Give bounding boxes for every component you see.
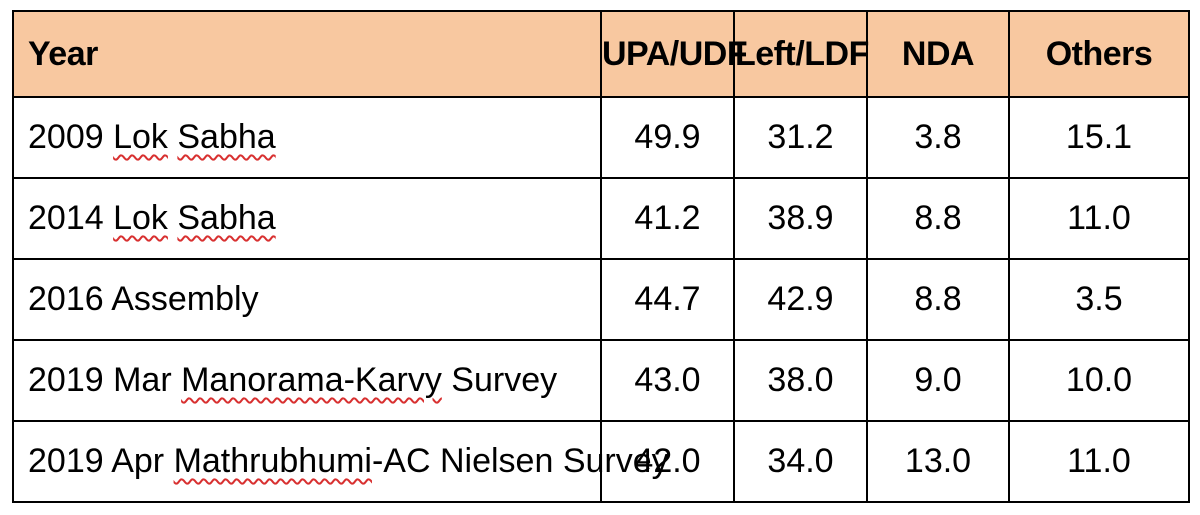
header-year: Year bbox=[12, 10, 602, 98]
year-space bbox=[168, 118, 177, 156]
upa-udf-value: 49.9 bbox=[600, 96, 735, 179]
year-suffix: -AC Nielsen Survey bbox=[371, 442, 669, 480]
table-row: 2014 Lok Sabha 41.2 38.9 8.8 11.0 bbox=[12, 177, 1190, 260]
spellcheck-word: Manorama-Karvy bbox=[181, 361, 442, 399]
spellcheck-word: Lok bbox=[113, 199, 168, 237]
year-cell: 2019 Mar Manorama-Karvy Survey bbox=[12, 339, 602, 422]
others-value: 11.0 bbox=[1008, 420, 1190, 503]
spellcheck-word: Lok bbox=[113, 118, 168, 156]
left-ldf-value: 31.2 bbox=[733, 96, 868, 179]
year-cell: 2016 Assembly bbox=[12, 258, 602, 341]
left-ldf-value: 38.0 bbox=[733, 339, 868, 422]
left-ldf-value: 42.9 bbox=[733, 258, 868, 341]
upa-udf-value: 42.0 bbox=[600, 420, 735, 503]
left-ldf-value: 34.0 bbox=[733, 420, 868, 503]
table-row: 2009 Lok Sabha 49.9 31.2 3.8 15.1 bbox=[12, 96, 1190, 179]
year-space bbox=[168, 199, 177, 237]
others-value: 11.0 bbox=[1008, 177, 1190, 260]
year-prefix: 2019 Apr bbox=[28, 442, 174, 480]
nda-value: 13.0 bbox=[866, 420, 1010, 503]
header-left-ldf: Left/LDF bbox=[733, 10, 869, 98]
vote-share-table: Year UPA/UDF Left/LDF NDA Others 2009 Lo… bbox=[12, 10, 1190, 503]
nda-value: 8.8 bbox=[866, 258, 1010, 341]
nda-value: 3.8 bbox=[866, 96, 1010, 179]
results-table-container: Year UPA/UDF Left/LDF NDA Others 2009 Lo… bbox=[12, 10, 1190, 503]
upa-udf-value: 44.7 bbox=[600, 258, 735, 341]
year-prefix: 2014 bbox=[28, 199, 114, 237]
year-cell: 2014 Lok Sabha bbox=[12, 177, 602, 260]
year-cell: 2009 Lok Sabha bbox=[12, 96, 602, 179]
year-prefix: 2019 Mar bbox=[28, 361, 182, 399]
nda-value: 8.8 bbox=[866, 177, 1010, 260]
spellcheck-word: Sabha bbox=[177, 199, 276, 237]
header-others: Others bbox=[1008, 10, 1190, 98]
year-cell: 2019 Apr Mathrubhumi-AC Nielsen Survey bbox=[12, 420, 669, 503]
upa-udf-value: 41.2 bbox=[600, 177, 735, 260]
year-suffix: Survey bbox=[441, 361, 558, 399]
upa-udf-value: 43.0 bbox=[600, 339, 735, 422]
year-prefix: 2009 bbox=[28, 118, 114, 156]
left-ldf-value: 38.9 bbox=[733, 177, 868, 260]
others-value: 15.1 bbox=[1008, 96, 1190, 179]
spellcheck-word: Mathrubhumi bbox=[173, 442, 372, 480]
nda-value: 9.0 bbox=[866, 339, 1010, 422]
header-row: Year UPA/UDF Left/LDF NDA Others bbox=[12, 10, 1190, 98]
others-value: 10.0 bbox=[1008, 339, 1190, 422]
table-row: 2019 Mar Manorama-Karvy Survey 43.0 38.0… bbox=[12, 339, 1190, 422]
table-row: 2019 Apr Mathrubhumi-AC Nielsen Survey 4… bbox=[12, 420, 1190, 503]
header-nda: NDA bbox=[866, 10, 1010, 98]
spellcheck-word: Sabha bbox=[177, 118, 276, 156]
others-value: 3.5 bbox=[1008, 258, 1190, 341]
header-upa-udf: UPA/UDF bbox=[600, 10, 748, 98]
table-row: 2016 Assembly 44.7 42.9 8.8 3.5 bbox=[12, 258, 1190, 341]
